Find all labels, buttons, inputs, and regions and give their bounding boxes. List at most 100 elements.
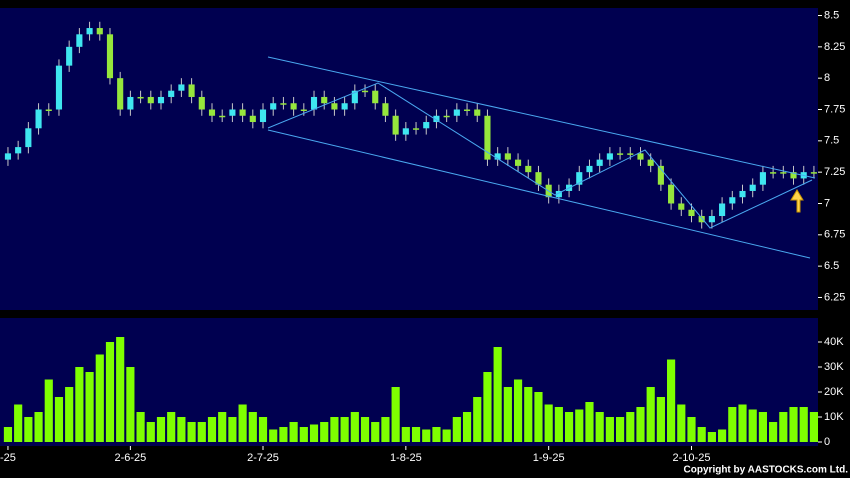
volume-bar xyxy=(340,417,349,442)
candle-body xyxy=(423,122,430,129)
candle-body xyxy=(535,172,542,185)
volume-bar xyxy=(309,424,319,442)
volume-bar xyxy=(667,359,676,442)
volume-bar xyxy=(289,422,298,442)
volume-bar xyxy=(136,412,145,442)
volume-bar xyxy=(707,432,716,442)
volume-bar xyxy=(799,407,808,442)
candle-body xyxy=(137,96,144,99)
candle-body xyxy=(300,109,307,112)
volume-bar xyxy=(462,412,472,442)
candle-body xyxy=(127,96,134,110)
candle-body xyxy=(321,96,328,104)
volume-bar xyxy=(513,379,523,442)
candle-body xyxy=(219,115,226,118)
volume-bar xyxy=(677,404,686,442)
volume-bar xyxy=(605,417,614,442)
y-tick-label: 8.5 xyxy=(824,9,839,21)
volume-bar xyxy=(218,412,227,442)
volume-bar xyxy=(197,422,206,442)
candle-body xyxy=(229,109,236,116)
volume-bar xyxy=(779,412,788,442)
volume-bar xyxy=(167,412,176,442)
volume-tick-label: 0 xyxy=(824,436,830,448)
candle-body xyxy=(55,65,63,110)
volume-bar xyxy=(187,422,196,442)
volume-bar xyxy=(534,392,543,442)
candle-body xyxy=(678,203,685,210)
candle-body xyxy=(759,172,766,185)
volume-bar xyxy=(554,407,563,442)
volume-bar xyxy=(105,342,115,442)
volume-bar xyxy=(626,412,635,442)
volume-tick-label: 20K xyxy=(824,386,844,398)
marks: 6.25 6.5 6.75 7 7.25 7.5 7.75 8 8.25 8.5 0 10K 20K 30… xyxy=(0,9,845,463)
volume-bar xyxy=(360,417,370,442)
volume-bar xyxy=(758,412,767,442)
candle-body xyxy=(402,128,409,135)
candle-body xyxy=(698,216,705,223)
volume-bar xyxy=(146,422,155,442)
volume-bar xyxy=(442,429,451,442)
volume-bar xyxy=(544,404,553,442)
candle-body xyxy=(249,115,256,123)
candle-body xyxy=(637,153,644,160)
volume-tick-label: 40K xyxy=(824,336,844,348)
candle-body xyxy=(86,28,93,35)
candle-body xyxy=(647,159,654,166)
volume-bar xyxy=(156,417,166,442)
volume-bar xyxy=(258,417,268,442)
volume-tick-label: 30K xyxy=(824,361,844,373)
volume-bar xyxy=(228,417,237,442)
candle-body xyxy=(606,153,613,160)
volume-bar xyxy=(738,404,747,442)
y-tick-label: 8.25 xyxy=(824,41,845,53)
volume-bar xyxy=(636,407,645,442)
candle-body xyxy=(66,46,73,66)
volume-bar xyxy=(524,387,533,442)
volume-bar xyxy=(656,397,665,442)
channel-lower xyxy=(267,129,811,259)
candle-body xyxy=(361,90,369,93)
candle-body xyxy=(157,96,165,104)
candle-body xyxy=(35,109,42,129)
volume-bar xyxy=(432,427,441,442)
candle-body xyxy=(586,165,593,173)
candle-body xyxy=(198,96,205,110)
candle-body xyxy=(688,209,695,217)
volume-bar xyxy=(320,422,329,442)
candle-body xyxy=(708,216,715,223)
candle-body xyxy=(576,172,583,185)
candle-body xyxy=(617,153,624,155)
volume-bar xyxy=(564,412,574,442)
x-tick-label: -25 xyxy=(0,452,16,464)
candle-body xyxy=(596,159,603,166)
volume-bar xyxy=(24,417,33,442)
y-tick-label: 7.25 xyxy=(824,166,845,178)
candle-body xyxy=(770,172,777,174)
candle-body xyxy=(280,103,287,105)
candle-body xyxy=(372,90,379,104)
candle-body xyxy=(514,159,522,166)
candle-body xyxy=(178,84,185,91)
volume-bar xyxy=(248,412,257,442)
candle-body xyxy=(270,103,277,110)
candle-body xyxy=(627,153,634,155)
candle-body xyxy=(668,184,675,204)
zigzag xyxy=(267,82,813,229)
x-tick-label: 2-6-25 xyxy=(114,452,146,464)
candle-body xyxy=(310,96,318,110)
candle-body xyxy=(412,128,420,130)
x-tick-label: 2-7-25 xyxy=(247,452,279,464)
candle-body xyxy=(810,172,817,174)
volume-bar xyxy=(65,387,74,442)
candle-body xyxy=(780,172,787,174)
y-tick-label: 7 xyxy=(824,197,830,209)
candle-body xyxy=(96,28,103,35)
candle-body xyxy=(382,103,389,116)
volume-bar xyxy=(585,402,594,442)
candle-body xyxy=(117,78,124,110)
candle-body xyxy=(208,109,216,116)
candle-body xyxy=(739,190,746,198)
volume-bar xyxy=(126,367,135,442)
